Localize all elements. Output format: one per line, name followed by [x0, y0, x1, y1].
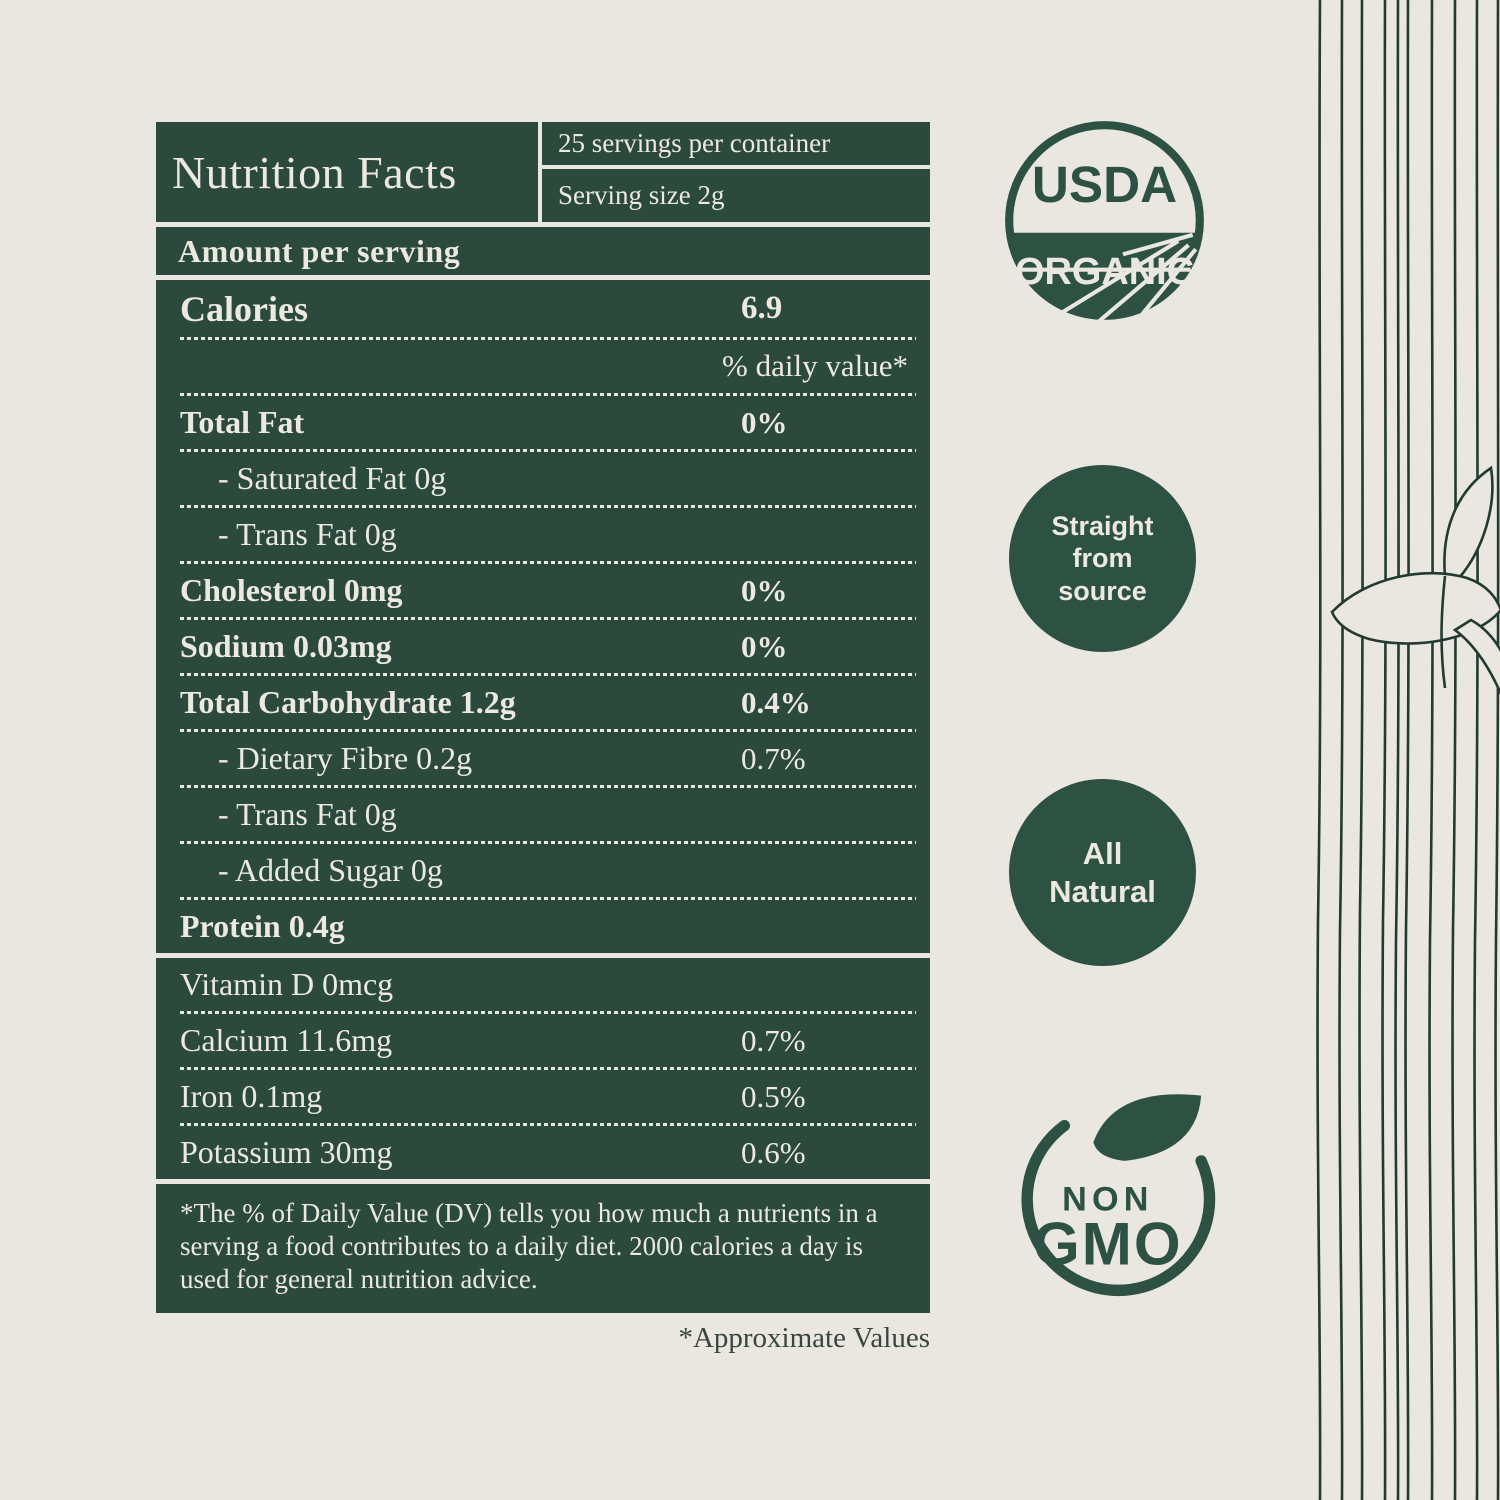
- row-value: 0.7%: [741, 1022, 806, 1058]
- table-row: - Added Sugar 0g: [180, 844, 916, 897]
- table-row: Iron 0.1mg 0.5%: [180, 1070, 916, 1123]
- dotted-divider: [180, 617, 916, 620]
- row-name: - Saturated Fat 0g: [218, 460, 447, 496]
- divider: [156, 953, 930, 958]
- serving-size: Serving size 2g: [558, 180, 725, 210]
- badge-line: Straight: [1051, 510, 1154, 541]
- table-row: Vitamin D 0mcg: [180, 958, 916, 1011]
- dotted-divider: [180, 729, 916, 732]
- row-name: Total Carbohydrate 1.2g: [180, 684, 516, 720]
- servings-per-container: 25 servings per container: [542, 122, 930, 169]
- dotted-divider: [180, 449, 916, 452]
- leaf-icon: [1093, 1094, 1202, 1161]
- table-row: Cholesterol 0mg 0%: [180, 564, 916, 617]
- non-gmo-badge: NON GMO: [1021, 1094, 1216, 1297]
- dotted-divider: [180, 673, 916, 676]
- amount-per-serving: Amount per serving: [178, 232, 461, 269]
- row-value: 0%: [741, 628, 788, 664]
- row-name: Cholesterol 0mg: [180, 572, 403, 608]
- organic-text: ORGANIC: [1015, 251, 1194, 293]
- row-name: - Trans Fat 0g: [218, 516, 397, 552]
- table-row: Total Carbohydrate 1.2g 0.4%: [180, 676, 916, 729]
- row-name: Iron 0.1mg: [180, 1078, 323, 1114]
- table-row: Calcium 11.6mg 0.7%: [180, 1014, 916, 1067]
- main-nutrients-block: Calories 6.9 % daily value* Total Fat 0%…: [156, 280, 930, 953]
- label-header: Nutrition Facts 25 servings per containe…: [156, 122, 930, 222]
- usda-text: USDA: [1032, 156, 1177, 213]
- row-name: Calcium 11.6mg: [180, 1022, 393, 1058]
- gmo-text: GMO: [1033, 1211, 1183, 1278]
- serving-info: 25 servings per container Serving size 2…: [542, 122, 930, 222]
- divider: [156, 222, 930, 227]
- table-row: Potassium 30mg 0.6%: [180, 1126, 916, 1179]
- calories-row: Calories 6.9: [180, 280, 916, 337]
- row-value: 0.6%: [741, 1134, 806, 1170]
- badge-line: source: [1058, 575, 1147, 606]
- row-value: 0.5%: [741, 1078, 806, 1114]
- daily-value-header: % daily value*: [722, 348, 908, 383]
- dotted-divider: [180, 841, 916, 844]
- row-name: Protein 0.4g: [180, 908, 345, 944]
- dotted-divider: [180, 785, 916, 788]
- dotted-divider: [180, 1011, 916, 1014]
- all-natural-badge: All Natural: [1009, 779, 1196, 966]
- usda-organic-seal-icon: USDA ORGANIC: [1005, 121, 1204, 323]
- row-value: 0%: [741, 404, 788, 440]
- row-name: Sodium 0.03mg: [180, 628, 392, 664]
- bamboo-grass-line-art-icon: [1316, 0, 1500, 1500]
- approximate-values-note: *Approximate Values: [678, 1322, 930, 1354]
- dotted-divider: [180, 1123, 916, 1126]
- row-name: Total Fat: [180, 404, 305, 440]
- row-value: 0.7%: [741, 740, 806, 776]
- daily-value-footnote: *The % of Daily Value (DV) tells you how…: [180, 1198, 878, 1294]
- badge-line: from: [1072, 543, 1133, 574]
- header-vertical-divider: [538, 122, 542, 222]
- dotted-divider: [180, 337, 916, 340]
- divider: [156, 275, 930, 280]
- row-value: 0%: [741, 572, 788, 608]
- straight-from-source-badge: Straight from source: [1009, 465, 1196, 652]
- dotted-divider: [180, 897, 916, 900]
- row-name: Potassium 30mg: [180, 1134, 393, 1170]
- divider: [156, 1179, 930, 1184]
- dotted-divider: [180, 393, 916, 396]
- dotted-divider: [180, 505, 916, 508]
- row-name: - Trans Fat 0g: [218, 796, 397, 832]
- nutrition-facts-label: Nutrition Facts 25 servings per containe…: [156, 122, 930, 1313]
- row-value: 0.4%: [741, 684, 811, 720]
- badge-line: Natural: [1049, 873, 1156, 909]
- table-row: Total Fat 0%: [180, 396, 916, 449]
- badge-line: All: [1082, 836, 1123, 872]
- table-row: - Trans Fat 0g: [180, 508, 916, 561]
- table-row: - Saturated Fat 0g: [180, 452, 916, 505]
- nutrition-facts-title: Nutrition Facts: [172, 146, 457, 198]
- calories-value: 6.9: [741, 290, 783, 326]
- table-row: Protein 0.4g: [180, 900, 916, 953]
- vitamins-block: Vitamin D 0mcg Calcium 11.6mg 0.7% Iron …: [156, 958, 930, 1179]
- row-name: - Dietary Fibre 0.2g: [218, 740, 473, 776]
- table-row: Sodium 0.03mg 0%: [180, 620, 916, 673]
- table-row: - Dietary Fibre 0.2g 0.7%: [180, 732, 916, 785]
- row-name: - Added Sugar 0g: [218, 852, 443, 888]
- table-row: - Trans Fat 0g: [180, 788, 916, 841]
- calories-label: Calories: [180, 288, 308, 329]
- dotted-divider: [180, 1067, 916, 1070]
- non-text: NON: [1062, 1181, 1154, 1219]
- row-name: Vitamin D 0mcg: [180, 966, 394, 1002]
- dotted-divider: [180, 561, 916, 564]
